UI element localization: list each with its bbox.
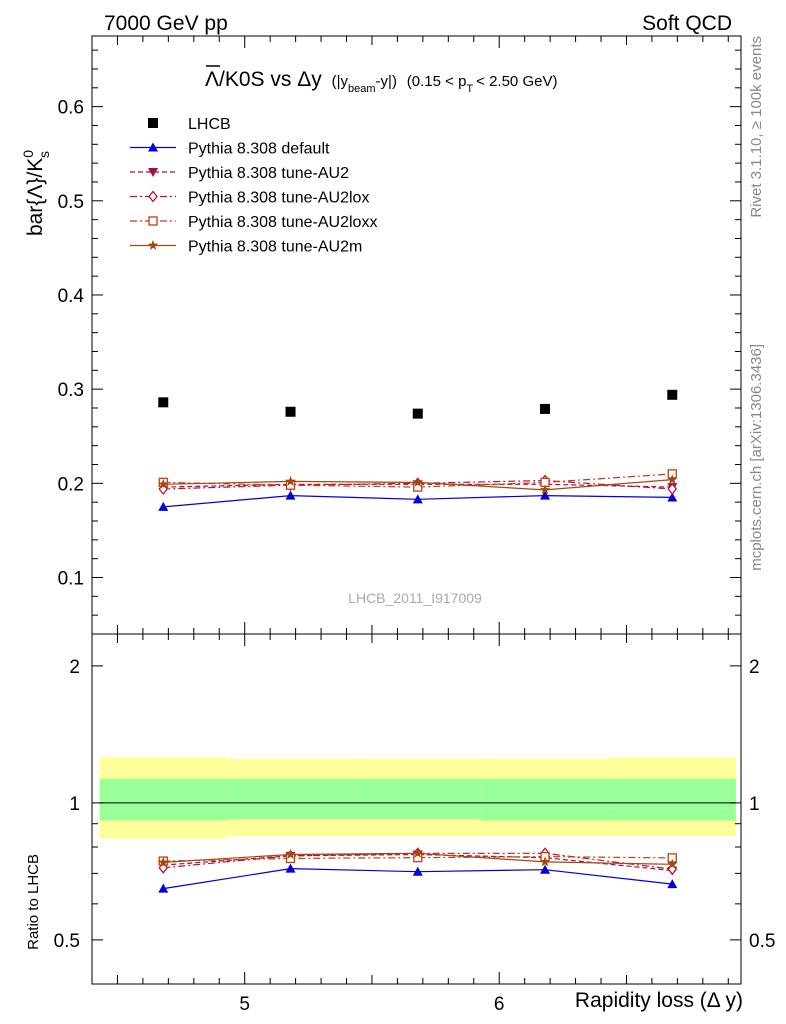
legend-marker-au2loxx (148, 216, 158, 226)
main-point-au2m (412, 476, 423, 487)
legend-label-au2loxx: Pythia 8.308 tune-AU2loxx (188, 214, 377, 231)
title-main: Λ/K0S vs Δy (205, 68, 322, 91)
legend-marker-au2m (147, 240, 159, 250)
legend-label-lhcb: LHCB (188, 116, 231, 133)
main-point-default (412, 494, 423, 504)
ratio-panel: 5 6 0.5 0.5 1 1 2 2 (54, 633, 775, 1015)
legend-label-au2lox: Pythia 8.308 tune-AU2lox (188, 190, 369, 207)
ratio-band-stat (354, 778, 482, 820)
ratio-ytick-label-right: 1 (749, 794, 760, 815)
title-range-open: (0.15 < p (407, 73, 467, 90)
title-range-close: < 2.50 GeV) (476, 73, 557, 90)
ratio-point-au2m (667, 858, 678, 869)
ratio-point-default (285, 863, 296, 873)
main-line-au2lox (163, 479, 673, 490)
main-point-au2lox (667, 482, 678, 496)
title-sel-sub: beam (348, 83, 376, 95)
plot-title: Λ/K0S vs Δy (|ybeam-y|) (0.15 < pT < 2.50… (205, 65, 557, 95)
main-line-au2 (163, 483, 673, 488)
ratio-xtick-label: 6 (494, 994, 505, 1015)
ratio-ytick-label: 1 (69, 794, 80, 815)
main-ytick-label: 0.6 (58, 98, 84, 119)
svg-text:Λ/K0S vs Δy (|ybeam-y|): Λ/K0S vs Δy (|ybeam-y|) (0.15 < pT < 2.50… (205, 68, 557, 95)
main-point-default (285, 490, 296, 500)
ratio-xtick-label: 5 (239, 994, 250, 1015)
ratio-point-default (158, 883, 169, 893)
main-ytick-label: 0.1 (58, 568, 84, 589)
main-point-default (158, 501, 169, 511)
ratio-band-stat (99, 778, 227, 821)
ratio-ytick-label-right: 2 (749, 657, 760, 678)
ratio-point-default (667, 879, 678, 889)
ratio-ytick-label-right: 0.5 (749, 931, 775, 952)
analysis-watermark: LHCB_2011_I917009 (348, 590, 482, 606)
ratio-ytick-label: 0.5 (54, 931, 80, 952)
main-point-lhcb (412, 408, 423, 419)
legend-label-default: Pythia 8.308 default (188, 141, 330, 158)
ratio-ylabel: Ratio to LHCB (25, 854, 42, 950)
ratio-ytick-label: 2 (69, 657, 80, 678)
ratio-point-au2m (285, 849, 296, 859)
legend-label-au2m: Pythia 8.308 tune-AU2m (188, 239, 362, 256)
ratio-band-stat (481, 778, 609, 821)
main-ytick-label: 0.4 (58, 286, 85, 307)
main-ytick-label: 0.5 (58, 192, 84, 213)
ratio-point-default (412, 866, 423, 876)
main-point-au2m (158, 478, 169, 489)
rivet-label: Rivet 3.1.10, ≥ 100k events (748, 36, 765, 218)
ratio-point-au2m (412, 847, 423, 858)
legend-label-au2: Pythia 8.308 tune-AU2 (188, 165, 349, 182)
legend-marker-au2lox (148, 190, 158, 203)
main-panel: 0.1 0.2 0.3 0.4 0.5 0.6 (58, 35, 742, 635)
ratio-point-au2m (158, 856, 169, 867)
title-range-sub: T (466, 83, 473, 95)
legend-marker-default (148, 142, 158, 152)
ratio-band-stat (226, 778, 355, 820)
ratio-point-au2m (539, 856, 551, 867)
title-sel-close: -y|) (376, 73, 397, 90)
ratio-point-default (540, 864, 551, 874)
main-point-lhcb (285, 406, 296, 417)
main-point-au2m (285, 475, 296, 486)
mcplots-label: mcplots.cern.ch [arXiv:1306.3436] (748, 344, 765, 571)
main-point-default (667, 492, 678, 502)
legend-marker-lhcb (148, 118, 158, 128)
main-point-au2m (539, 484, 551, 495)
main-point-au2m (667, 474, 678, 484)
main-ytick-label: 0.3 (58, 380, 84, 401)
ratio-line-au2 (163, 853, 673, 872)
main-ylabel-sub: s (36, 151, 52, 158)
main-ylabel: bar{Λ}/K0s (20, 150, 52, 236)
main-point-default (540, 490, 551, 500)
legend-marker-au2 (148, 168, 158, 177)
main-point-lhcb (540, 403, 551, 414)
legend: LHCB Pythia 8.308 default Pythia 8.308 tun… (130, 116, 377, 256)
ratio-line-au2loxx (163, 855, 673, 862)
main-point-lhcb (667, 389, 678, 400)
main-ylabel-sup: 0 (20, 150, 36, 158)
ratio-xlabel: Rapidity loss (Δ y) (575, 989, 743, 1012)
main-point-lhcb (158, 397, 169, 408)
header-left: 7000 GeV pp (104, 12, 228, 35)
ratio-frame (91, 633, 742, 985)
header-right: Soft QCD (642, 12, 732, 35)
ratio-band-stat (608, 778, 736, 821)
title-sel-open: (|y (332, 73, 349, 90)
main-line-au2loxx (163, 473, 673, 488)
main-ytick-label: 0.2 (58, 474, 84, 495)
